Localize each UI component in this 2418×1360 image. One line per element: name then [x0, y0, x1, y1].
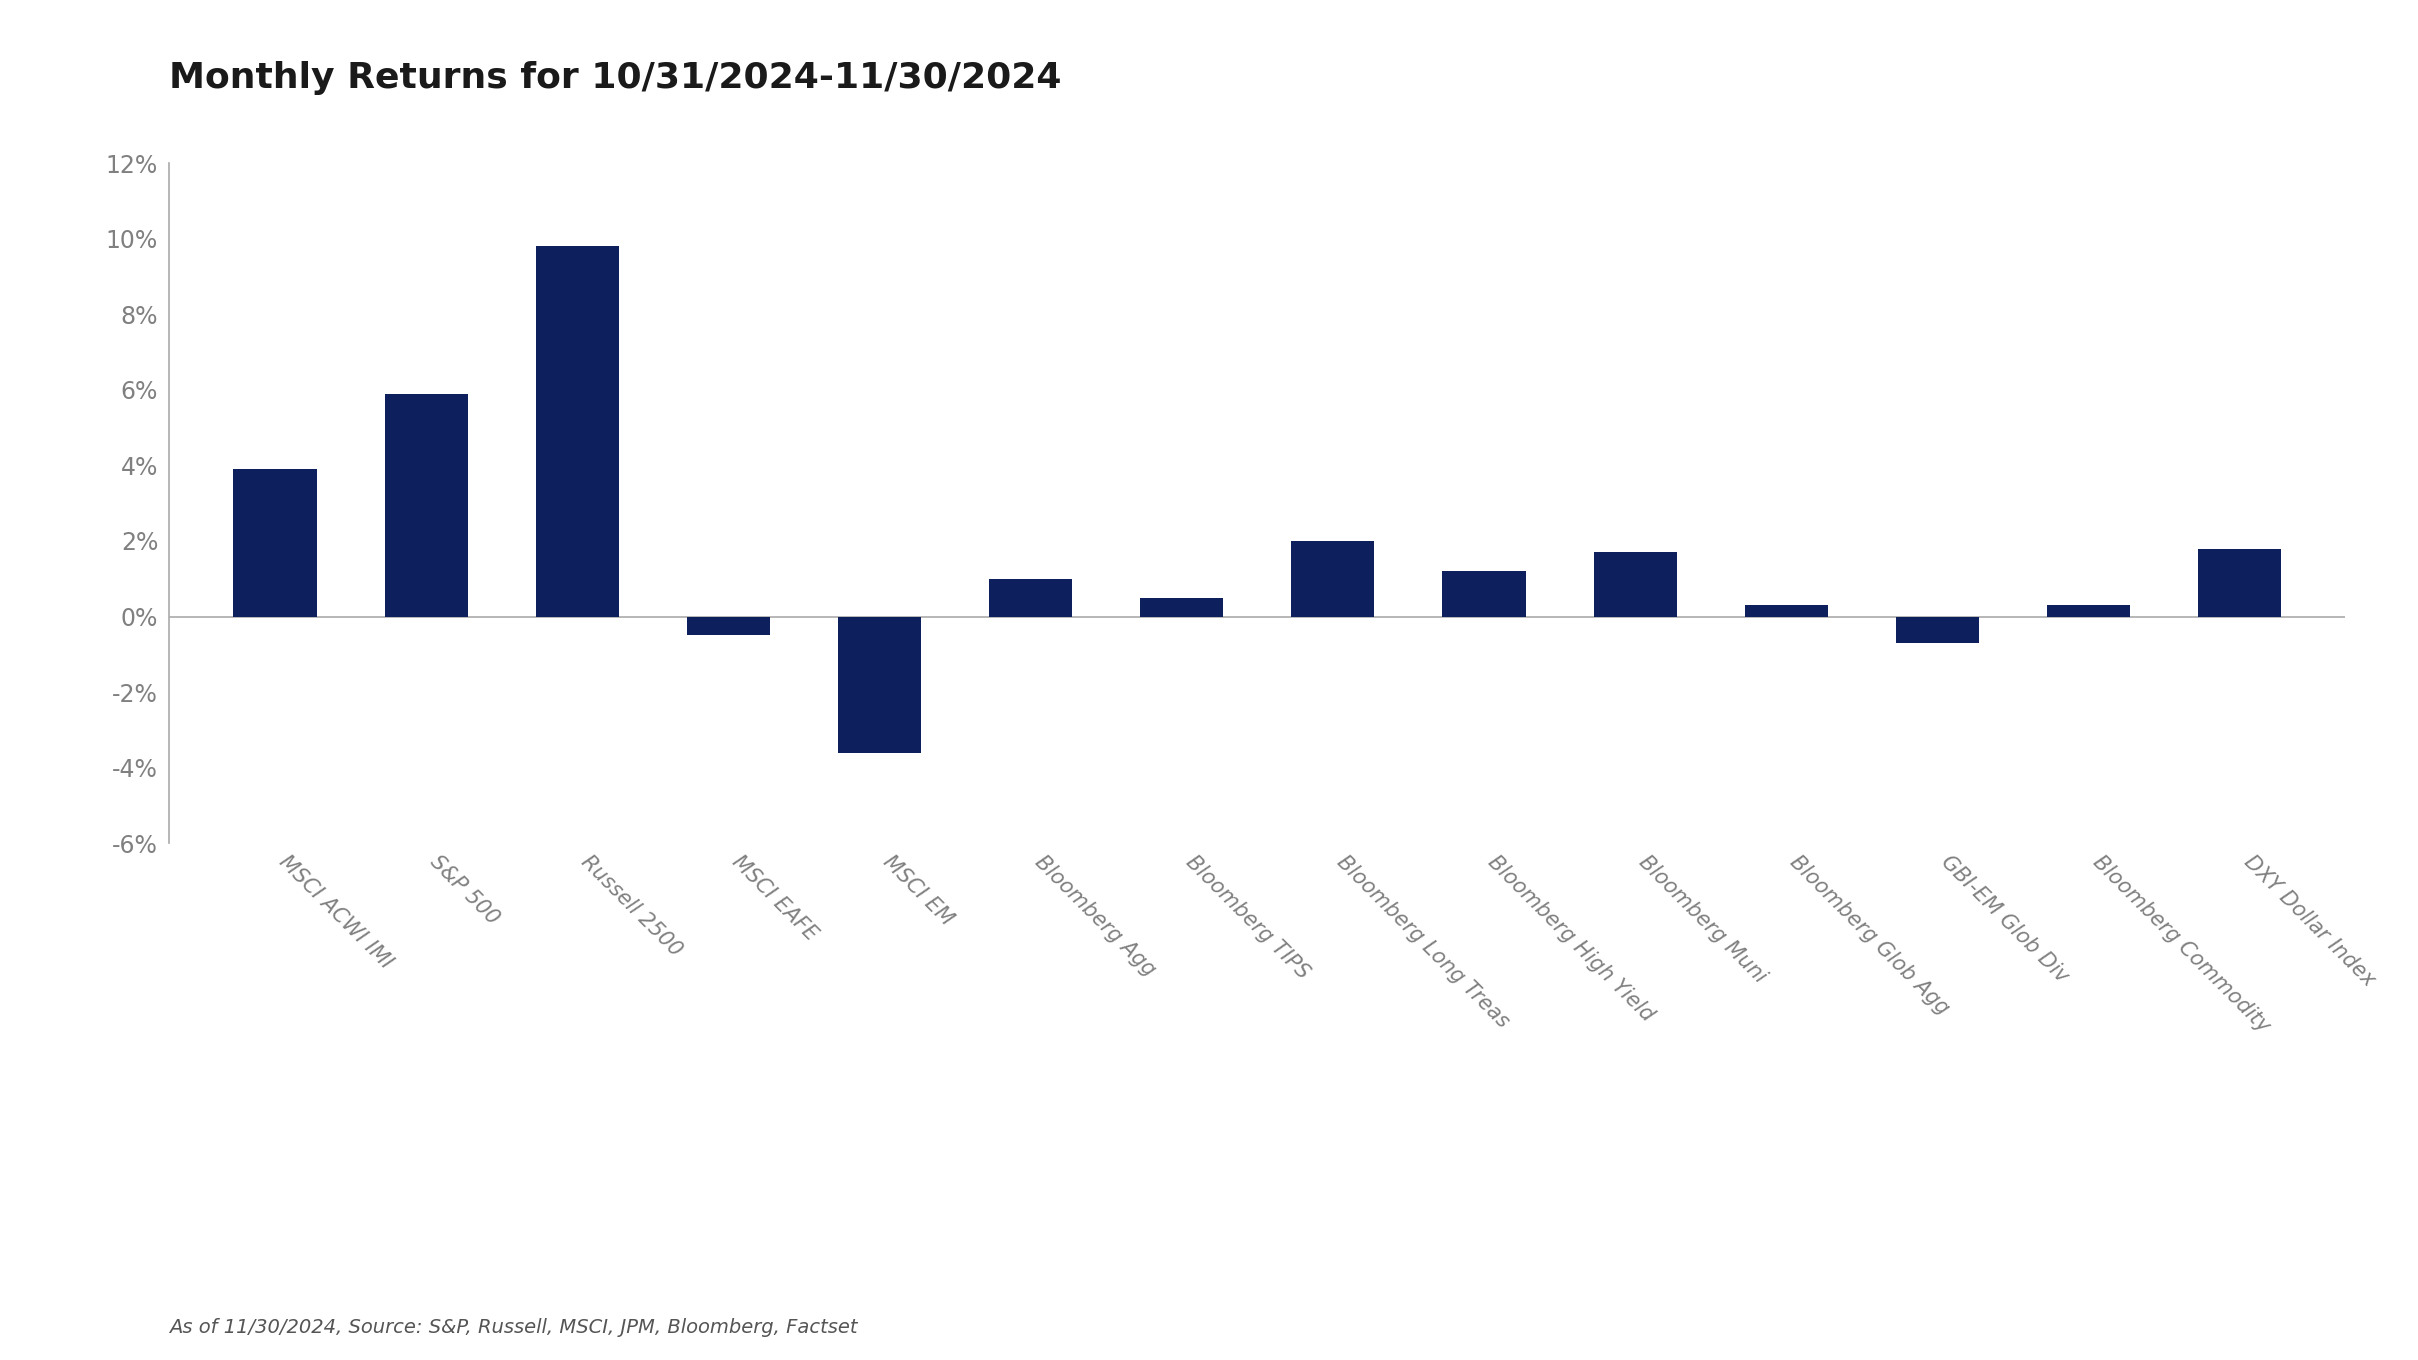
Bar: [1291, 541, 1373, 616]
Bar: [384, 393, 467, 616]
Bar: [1746, 605, 1828, 616]
Bar: [2198, 548, 2280, 616]
Bar: [1141, 597, 1224, 616]
Bar: [989, 579, 1071, 616]
Bar: [537, 246, 619, 616]
Text: As of 11/30/2024, Source: S&P, Russell, MSCI, JPM, Bloomberg, Factset: As of 11/30/2024, Source: S&P, Russell, …: [169, 1318, 858, 1337]
Bar: [687, 616, 769, 635]
Bar: [2048, 605, 2130, 616]
Bar: [1444, 571, 1526, 616]
Bar: [839, 616, 921, 752]
Text: Monthly Returns for 10/31/2024-11/30/2024: Monthly Returns for 10/31/2024-11/30/202…: [169, 61, 1062, 95]
Bar: [1593, 552, 1676, 616]
Bar: [235, 469, 317, 616]
Bar: [1896, 616, 1978, 643]
